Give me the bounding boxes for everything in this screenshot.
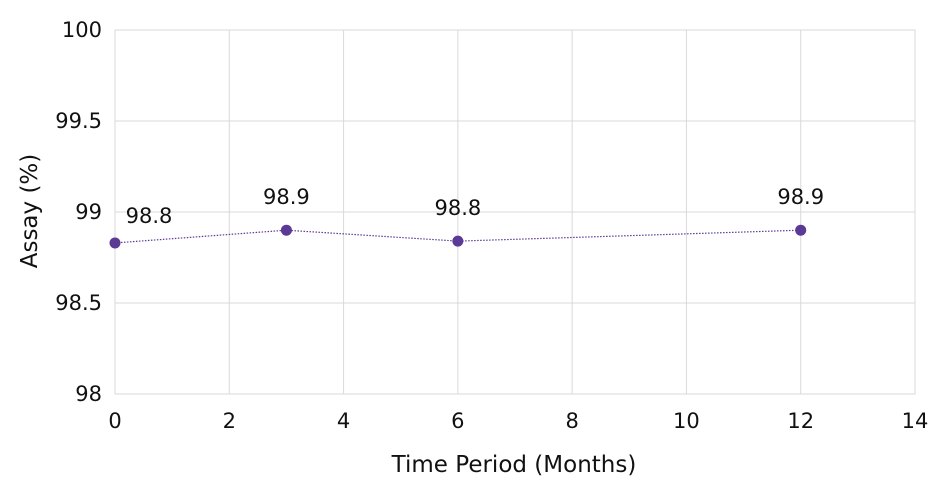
gridlines [114, 29, 916, 395]
data-point [452, 235, 464, 247]
data-point [280, 224, 292, 236]
x-tick-label: 8 [565, 409, 578, 433]
x-tick-label: 10 [673, 409, 700, 433]
x-axis-title: Time Period (Months) [391, 452, 637, 478]
data-point [795, 224, 807, 236]
data-label: 98.8 [126, 204, 173, 228]
tick-labels: 98 98.5 99 99.5 100 0 2 4 6 8 10 12 14 [55, 18, 928, 433]
x-tick-label: 0 [108, 409, 121, 433]
data-label: 98.8 [434, 196, 481, 220]
data-label: 98.9 [263, 185, 310, 209]
x-tick-label: 12 [787, 409, 814, 433]
axes [114, 29, 916, 395]
y-tick-label: 99.5 [55, 109, 102, 133]
y-tick-label: 98 [75, 382, 102, 406]
data-label: 98.9 [777, 185, 824, 209]
data-point [109, 237, 121, 249]
x-tick-label: 4 [337, 409, 350, 433]
y-tick-label: 98.5 [55, 291, 102, 315]
data-labels: 98.8 98.9 98.8 98.9 [126, 185, 824, 228]
data-series [109, 224, 807, 249]
y-tick-label: 100 [62, 18, 102, 42]
y-axis-title: Assay (%) [17, 154, 43, 269]
y-tick-label: 99 [75, 200, 102, 224]
x-tick-label: 14 [902, 409, 929, 433]
plot-area-border [114, 29, 916, 395]
x-tick-label: 2 [223, 409, 236, 433]
x-tick-label: 6 [451, 409, 464, 433]
